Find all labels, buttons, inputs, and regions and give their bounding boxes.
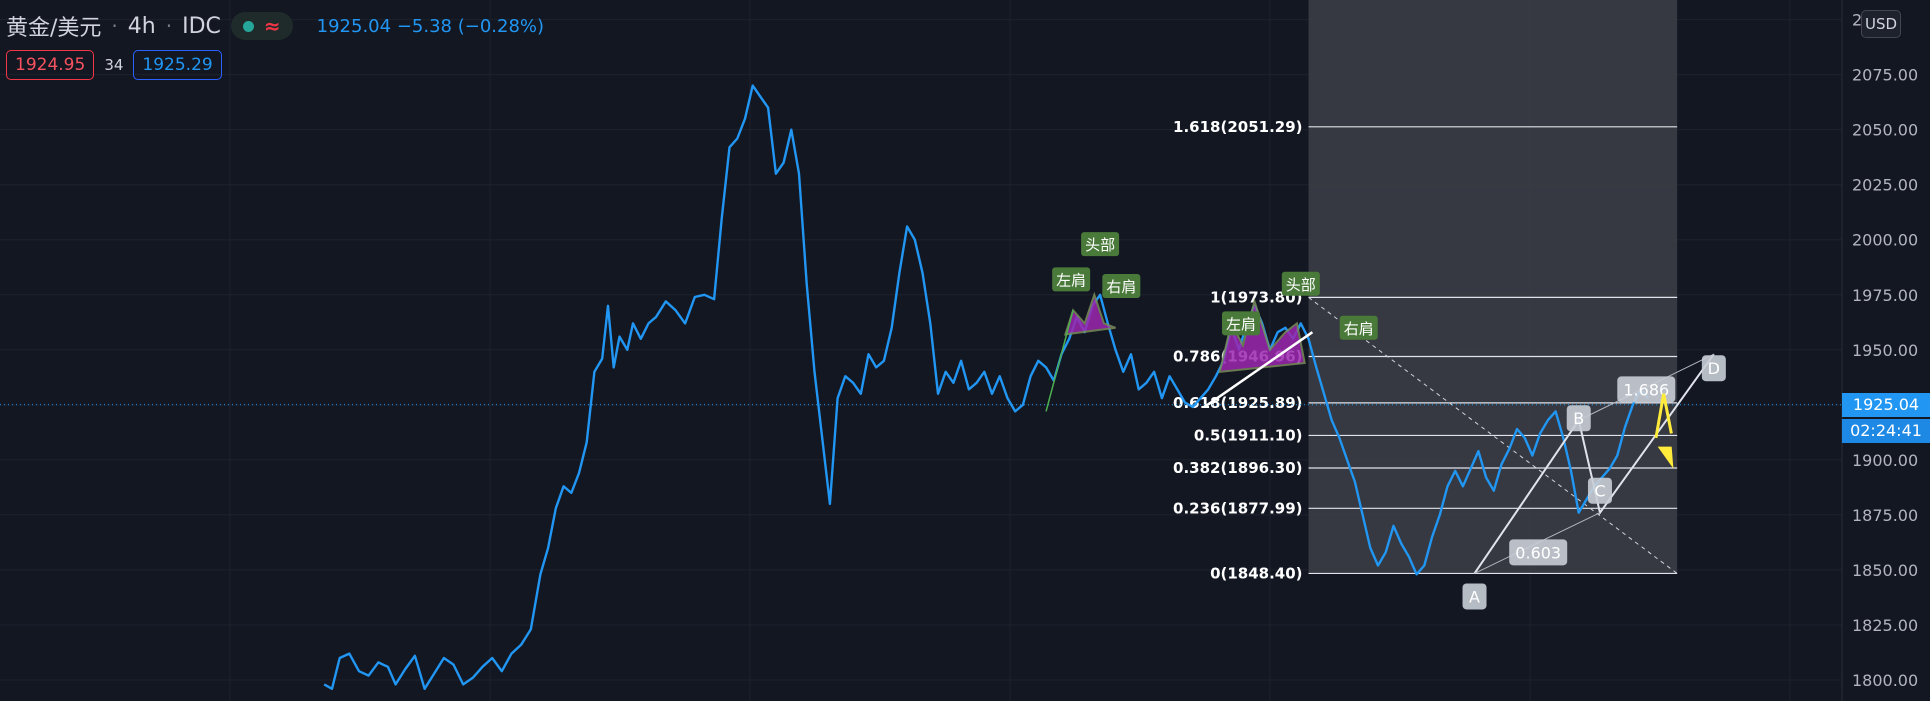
left-shoulder-label-text: 左肩 [1056,271,1086,289]
fib-level-label: 1.618(2051.29) [1173,118,1302,136]
ratio-ac-label-bg [1509,539,1568,566]
chart-header: 黄金/美元 · 4h · IDC ≈ 1925.04 −5.38 (−0.28%… [6,10,544,42]
harmonic-pattern[interactable]: A B C D 0.603 1.686 [1462,353,1726,610]
neckline[interactable] [1203,331,1314,409]
price-tick-label: 1950.00 [1852,341,1918,360]
price-line [323,84,1650,690]
price-series [0,84,1842,690]
right-shoulder-label-text: 右肩 [1106,278,1136,296]
fib-level-label: 1(1973.80) [1210,288,1302,306]
fib-level-label: 0(1848.40) [1210,564,1302,582]
separator-dot: · [111,14,118,38]
head-label-bg [1281,271,1320,296]
bar-countdown-tag: 02:24:41 [1842,418,1930,443]
price-tick-label: 2050.00 [1852,121,1918,140]
hs1-right-shoulder-label: 右肩 [1102,273,1141,298]
buy-button[interactable]: 1925.29 [133,50,222,80]
left-shoulder-label-text: 左肩 [1226,315,1256,333]
separator-dot: · [165,14,173,38]
fib-background [1308,0,1678,574]
head-label-bg [1081,232,1120,257]
point-b-label: B [1566,405,1591,432]
point-a-label-bg [1462,583,1487,610]
hs1-pattern-fill [1063,291,1116,336]
point-d-label-bg [1701,355,1726,382]
hs2-head-label: 头部 [1281,271,1320,296]
market-open-icon [242,20,254,32]
wave-icon: ≈ [263,14,281,38]
price-tick-label: 2025.00 [1852,176,1918,195]
spread-value: 34 [104,56,124,74]
price-axis-bg [1842,0,1930,701]
right-shoulder-label-text: 右肩 [1344,320,1374,338]
right-shoulder-label-bg [1339,315,1378,340]
price-tick-label: 2000.00 [1852,231,1918,250]
price-tick-label: 1825.00 [1852,616,1918,635]
ratio-ac-label: 0.603 [1509,539,1568,566]
ratio-bd-label-bg [1617,376,1676,403]
fib-level-label: 0.236(1877.99) [1173,499,1302,517]
left-shoulder-label-bg [1221,311,1260,336]
point-b-label-bg [1566,405,1591,432]
projection-arrow-icon [1654,393,1673,439]
market-status-pill[interactable]: ≈ [230,12,293,40]
hs2-right-shoulder-label: 右肩 [1339,315,1378,340]
interval-label[interactable]: 4h [127,13,156,39]
fib-level-label: 0.382(1896.30) [1173,459,1302,477]
point-a-label: A [1462,583,1487,610]
arrow-head-icon [1657,446,1674,469]
symbol-name[interactable]: 黄金/美元 [6,16,102,41]
sell-button[interactable]: 1924.95 [6,50,95,80]
price-tick-label: 1975.00 [1852,286,1918,305]
head-label-text: 头部 [1286,276,1316,294]
point-c-label-bg [1587,477,1612,504]
point-d-label-text: D [1708,359,1720,378]
current-price-tag: 1925.04 [1842,392,1930,417]
price-change: −5.38 [396,15,452,37]
head-label-text: 头部 [1085,236,1115,254]
ratio-bd-label-text: 1.686 [1623,380,1669,399]
price-tick-label: 1850.00 [1852,561,1918,580]
price-tick-label: 2 [1852,11,1862,30]
point-d-label: D [1701,355,1726,382]
hs1-left-shoulder-label: 左肩 [1052,267,1091,292]
pattern-trend-line [1045,309,1074,412]
hs1-head-label: 头部 [1081,232,1120,257]
source-label: IDC [182,13,221,39]
point-c-label-text: C [1594,482,1605,501]
price-tick-label: 2075.00 [1852,66,1918,85]
price-change-percent: (−0.28%) [457,15,545,37]
left-shoulder-label-bg [1052,267,1091,292]
point-c-label: C [1587,477,1612,504]
fib-level-label: 0.618(1925.89) [1173,394,1302,412]
price-tick-label: 1900.00 [1852,451,1918,470]
quote-summary: 1925.04 −5.38 (−0.28%) [317,16,544,37]
price-tick-label: 1800.00 [1852,671,1918,690]
fibonacci-retracement[interactable]: 1.618(2051.29)1(1973.80)0.786(1946.96)0.… [1173,0,1678,582]
fib-level-label: 0.5(1911.10) [1194,426,1303,444]
price-axis[interactable]: 2 2075.00 2050.00 2025.00 2000.00 1975.00 1950… [1841,0,1930,701]
ratio-ac-label-text: 0.603 [1515,543,1561,562]
bid-ask-row: 1924.95 34 1925.29 [6,50,222,80]
hs2-left-shoulder-label: 左肩 [1221,311,1260,336]
point-a-label-text: A [1469,587,1480,606]
ratio-bd-label: 1.686 [1617,376,1676,403]
currency-button[interactable]: USD [1861,10,1901,38]
right-shoulder-label-bg [1102,273,1141,298]
price-tick-label: 1875.00 [1852,506,1918,525]
point-b-label-text: B [1573,409,1584,428]
last-price: 1925.04 [316,15,392,37]
